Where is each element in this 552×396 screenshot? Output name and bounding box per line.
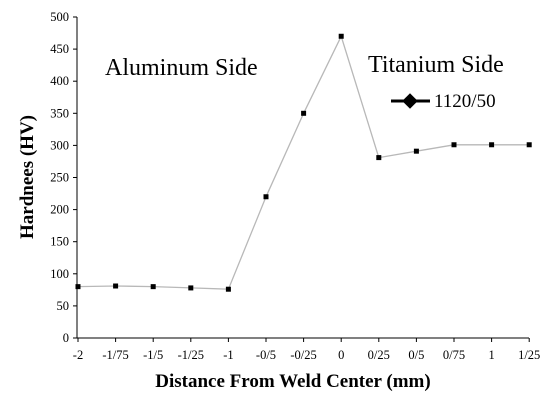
y-tick-label: 250 (50, 171, 69, 185)
annotation-aluminum-side: Aluminum Side (105, 55, 258, 81)
data-point (263, 194, 269, 200)
data-point (150, 284, 156, 290)
data-point (338, 33, 344, 39)
data-point (489, 142, 495, 148)
legend-label: 1120/50 (434, 91, 496, 112)
legend-marker (402, 93, 418, 109)
x-axis-title: Distance From Weld Center (mm) (155, 371, 430, 392)
annotation-titanium-side: Titanium Side (368, 52, 504, 78)
x-tick-label: 0 (338, 348, 344, 362)
y-tick-label: 450 (50, 42, 69, 56)
data-point (451, 142, 457, 148)
legend: 1120/50 (391, 91, 496, 112)
x-tick-label: -1/5 (143, 348, 163, 362)
y-tick-label: 400 (50, 74, 69, 88)
data-point (526, 142, 532, 148)
x-tick-label: -1/25 (178, 348, 204, 362)
x-tick-label: -0/5 (256, 348, 276, 362)
y-tick-label: 500 (50, 10, 69, 24)
y-tick-label: 0 (63, 331, 69, 345)
x-tick-label: 0/75 (443, 348, 465, 362)
x-ticks: -2 -1/75 -1/5 -1/25 -1 -0/5 -0/25 0 0/25 0/5 0/75 1… (73, 338, 540, 362)
x-tick-label: 0/5 (408, 348, 424, 362)
y-tick-label: 300 (50, 138, 69, 152)
x-tick-label: 0/25 (368, 348, 390, 362)
y-tick-label: 50 (57, 299, 70, 313)
series-group (75, 33, 532, 292)
x-tick-label: -1/75 (102, 348, 128, 362)
x-tick-label: -0/25 (290, 348, 316, 362)
y-tick-label: 100 (50, 267, 69, 281)
data-point (225, 286, 231, 292)
data-point (75, 284, 81, 290)
data-point (413, 148, 419, 154)
x-tick-label: 1 (488, 348, 494, 362)
data-point (188, 285, 194, 291)
x-tick-label: -2 (73, 348, 83, 362)
y-axis-title: Hardnees (HV) (17, 115, 38, 239)
data-point (113, 283, 119, 289)
x-tick-label: -1 (223, 348, 233, 362)
y-tick-label: 200 (50, 203, 69, 217)
data-point (376, 155, 382, 161)
y-ticks: 0 50 100 150 200 250 300 350 400 450 500 (50, 10, 77, 345)
y-tick-label: 150 (50, 235, 69, 249)
x-tick-label: 1/25 (518, 348, 540, 362)
y-tick-label: 350 (50, 106, 69, 120)
data-point (301, 110, 307, 116)
